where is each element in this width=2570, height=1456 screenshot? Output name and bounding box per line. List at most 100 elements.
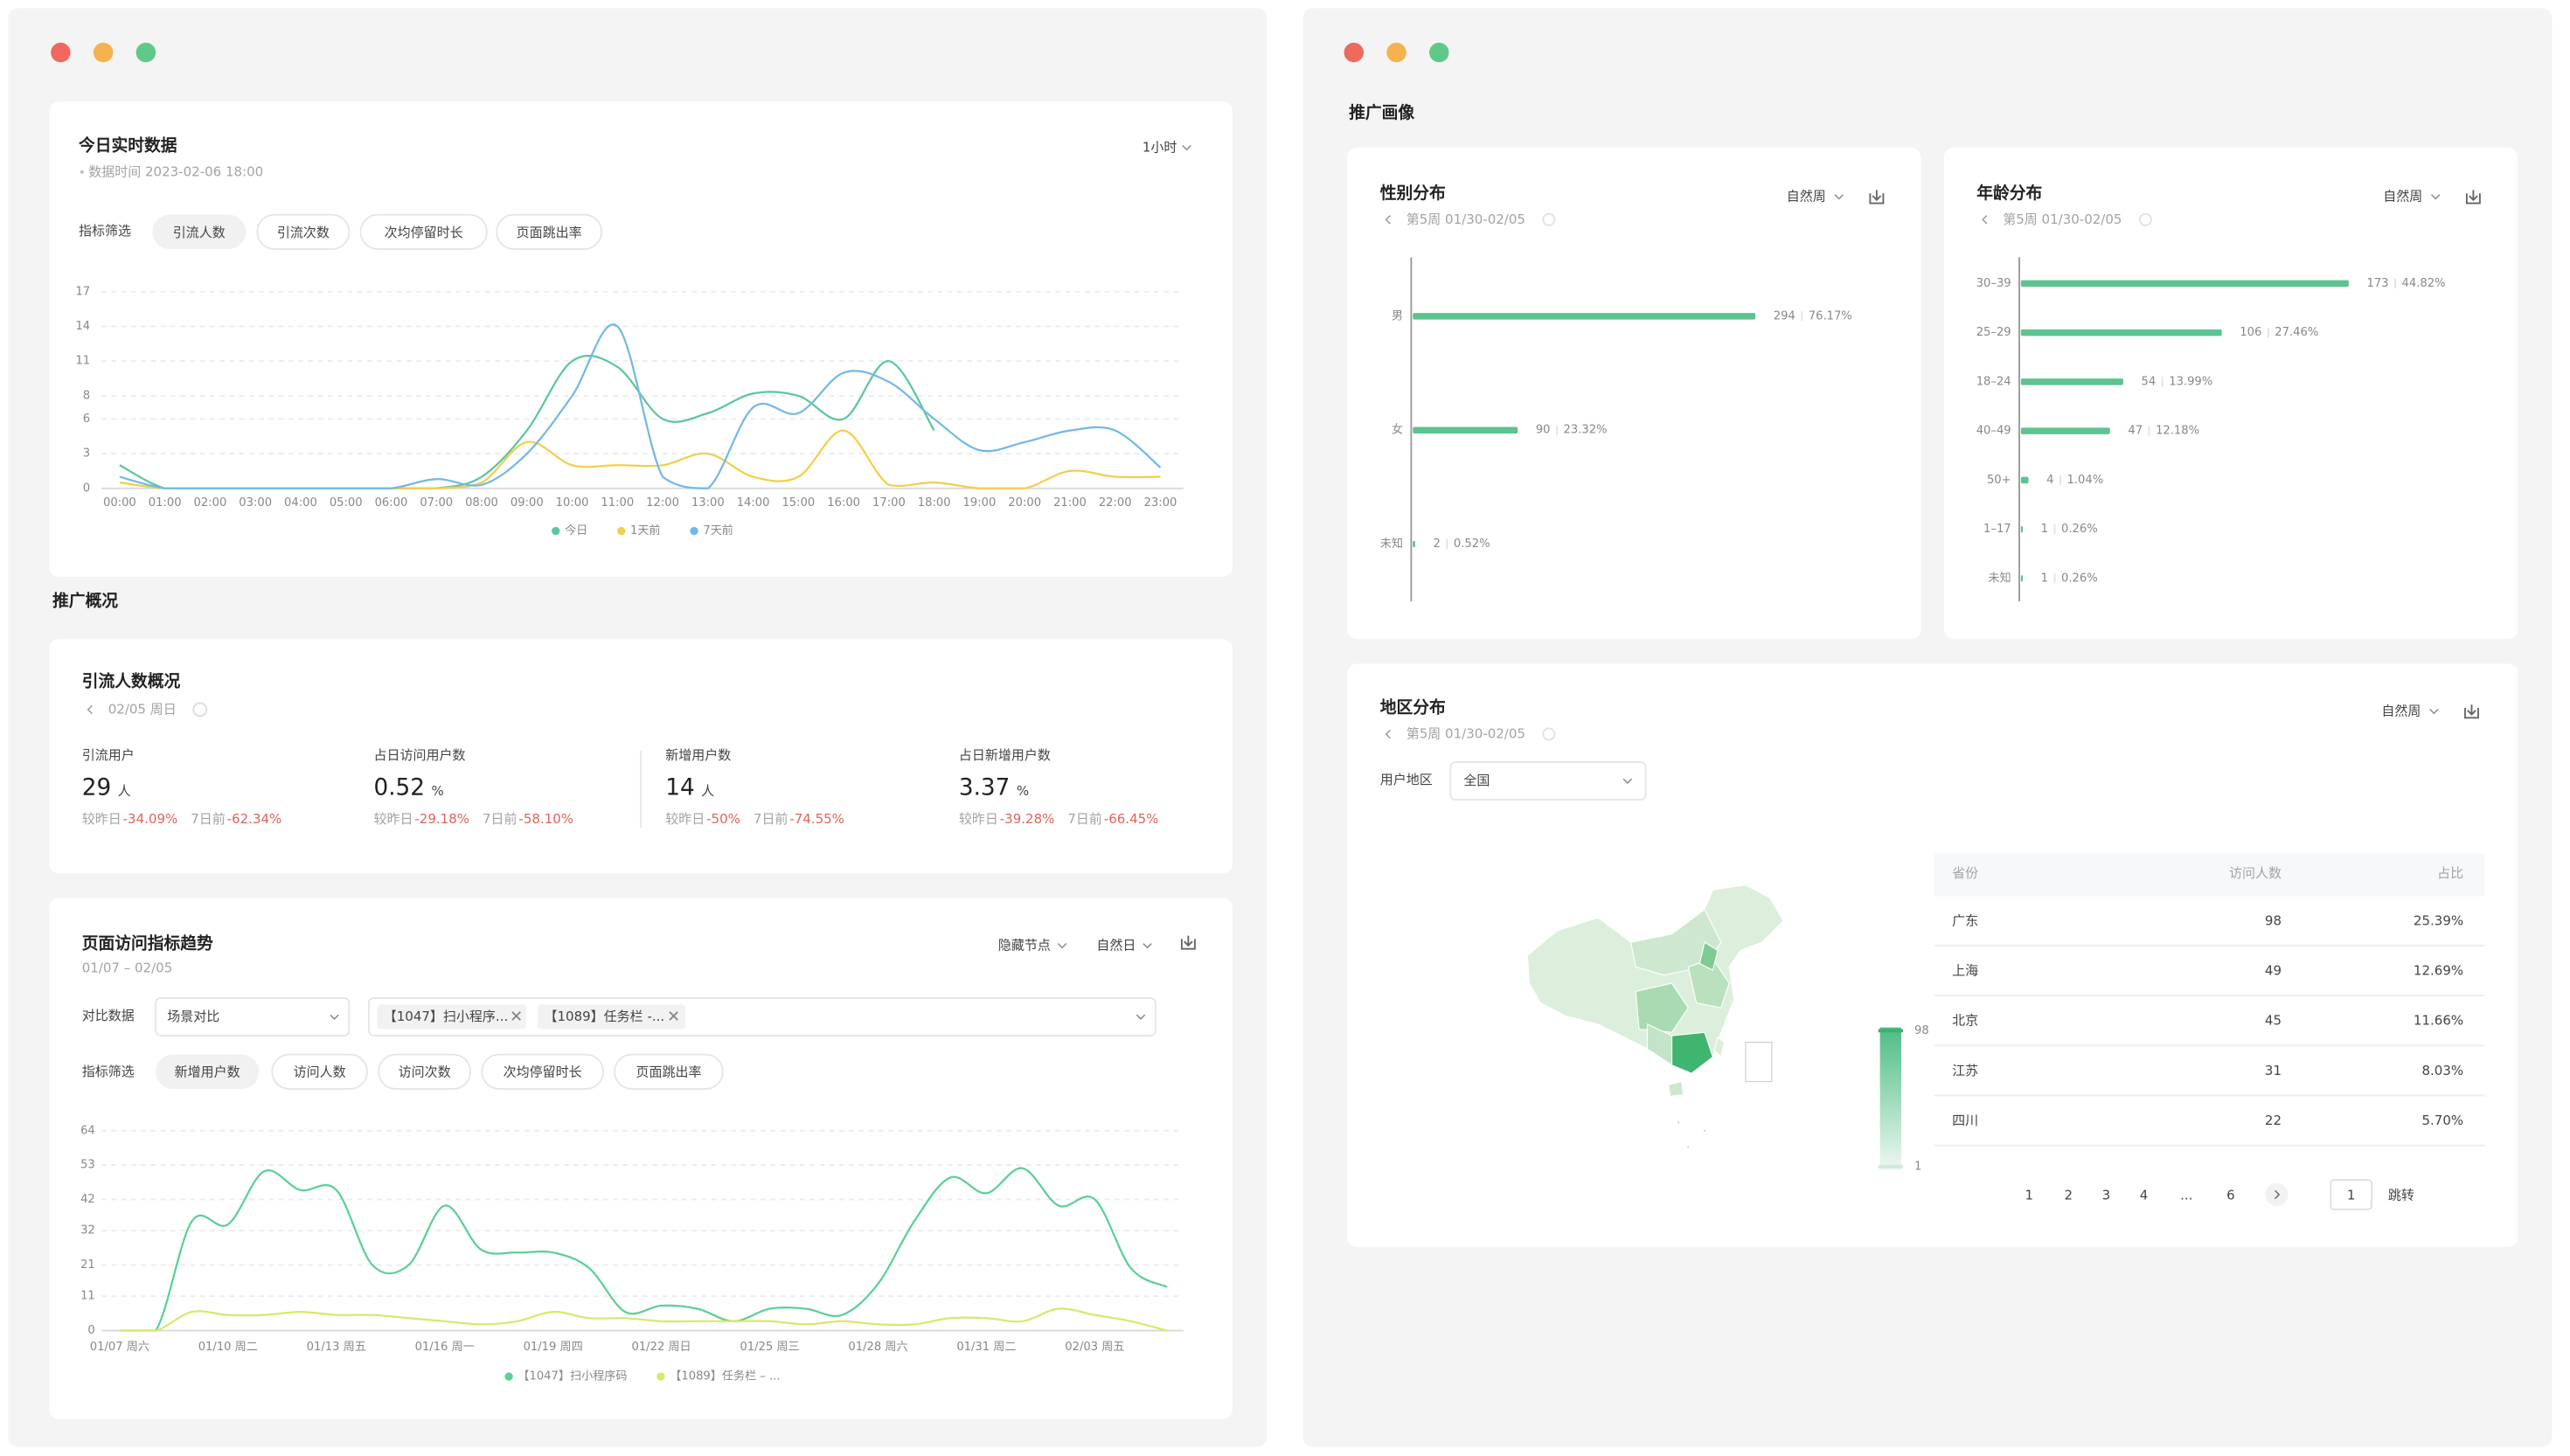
window-close[interactable] bbox=[51, 42, 71, 63]
x-tick-label: 01/22 周日 bbox=[632, 1341, 691, 1354]
filter-pill[interactable] bbox=[614, 1053, 724, 1090]
metric-change: -58.10% bbox=[518, 811, 573, 827]
legend-marker[interactable] bbox=[690, 526, 698, 536]
share-label: 0.26% bbox=[2061, 572, 2098, 585]
page-number[interactable]: 3 bbox=[2102, 1187, 2111, 1203]
chevron bbox=[330, 1014, 339, 1020]
card-title: 引流人数概况 bbox=[82, 671, 181, 691]
select[interactable] bbox=[155, 996, 351, 1037]
chevron-left[interactable] bbox=[87, 704, 93, 715]
metric-unit: 人 bbox=[118, 783, 131, 799]
tag-close[interactable] bbox=[511, 1011, 678, 1021]
y-tick-label: 11 bbox=[80, 1290, 95, 1303]
filter-text: 页面跳出率 bbox=[517, 225, 582, 240]
tag[interactable] bbox=[538, 1004, 685, 1030]
bar bbox=[2020, 476, 2029, 484]
map-region[interactable] bbox=[1713, 1036, 1726, 1058]
next-page[interactable] bbox=[2265, 1182, 2289, 1207]
window-minimize[interactable] bbox=[93, 42, 114, 63]
share-label: 12.18% bbox=[2156, 425, 2199, 438]
chevron-left[interactable] bbox=[1982, 215, 1988, 225]
y-tick-label: 32 bbox=[80, 1224, 95, 1238]
window-zoom[interactable] bbox=[135, 42, 156, 63]
info-icon[interactable] bbox=[1542, 727, 1556, 741]
x-tick-label: 01/07 周六 bbox=[90, 1340, 149, 1354]
td: 11.66% bbox=[2414, 1013, 2463, 1029]
download-icon[interactable] bbox=[1180, 935, 1196, 950]
page-number[interactable]: 2 bbox=[2064, 1187, 2073, 1203]
scale-min: 1 bbox=[1914, 1161, 1921, 1174]
page-number[interactable]: 1 bbox=[2025, 1187, 2033, 1203]
info-icon[interactable] bbox=[192, 702, 208, 718]
filter-text: 引流次数 bbox=[277, 225, 330, 240]
download-icon[interactable] bbox=[2464, 704, 2479, 719]
metric-change: -62.34% bbox=[227, 811, 282, 827]
filter-pill[interactable] bbox=[378, 1053, 472, 1090]
map-region[interactable] bbox=[1635, 982, 1689, 1033]
dropdown[interactable]: 自然周 bbox=[2383, 189, 2422, 205]
page-input-value: 1 bbox=[2347, 1187, 2356, 1203]
filter-pill[interactable] bbox=[156, 1054, 260, 1089]
td: 5.70% bbox=[2421, 1113, 2463, 1128]
x-tick-label: 16:00 bbox=[827, 496, 860, 510]
bar bbox=[2020, 280, 2349, 288]
filter-pill[interactable] bbox=[359, 213, 488, 250]
dropdown[interactable]: 1小时 bbox=[1143, 139, 1177, 155]
filter-pill[interactable] bbox=[256, 213, 351, 250]
card-title: 性别分布 bbox=[1380, 183, 1446, 203]
chevron-left[interactable] bbox=[1385, 215, 1391, 225]
legend-marker[interactable] bbox=[617, 526, 626, 536]
page-input[interactable] bbox=[2330, 1179, 2373, 1210]
dropdown[interactable]: 隐藏节点 bbox=[998, 937, 1051, 953]
window-close[interactable] bbox=[1344, 42, 1365, 63]
chevron bbox=[2431, 194, 2441, 200]
download-icon[interactable] bbox=[1869, 190, 1885, 205]
filter-pill[interactable] bbox=[152, 214, 247, 250]
chevron-left[interactable] bbox=[1385, 729, 1391, 739]
metric-value: 14 bbox=[665, 774, 694, 801]
dropdown[interactable]: 自然日 bbox=[1096, 937, 1136, 953]
x-tick-label: 19:00 bbox=[963, 496, 997, 510]
filter-pill[interactable] bbox=[271, 1053, 368, 1090]
download-icon[interactable] bbox=[2465, 190, 2481, 205]
visual-map bbox=[1879, 1027, 1901, 1170]
y-tick-label: 50+ bbox=[1987, 474, 2011, 487]
legend-marker[interactable] bbox=[656, 1372, 665, 1381]
filter-pill[interactable] bbox=[481, 1053, 604, 1090]
series-line bbox=[119, 1167, 1168, 1332]
map-region[interactable] bbox=[1698, 941, 1719, 971]
info-icon[interactable] bbox=[1542, 212, 1556, 226]
metric-unit: % bbox=[431, 783, 443, 799]
value-label: 106 bbox=[2240, 326, 2261, 339]
window-zoom[interactable] bbox=[1429, 42, 1449, 63]
window-minimize[interactable] bbox=[1386, 42, 1407, 63]
bar bbox=[1413, 540, 1415, 548]
dropdown[interactable]: 自然周 bbox=[2381, 703, 2421, 718]
page-number[interactable]: 4 bbox=[2140, 1187, 2149, 1203]
map-region[interactable] bbox=[1646, 1023, 1673, 1066]
y-tick-label: 3 bbox=[83, 447, 90, 461]
card-title: 页面访问指标趋势 bbox=[82, 933, 213, 953]
subtitle: 数据时间 2023-02-06 18:00 bbox=[88, 163, 263, 179]
td: 25.39% bbox=[2414, 912, 2463, 928]
tag[interactable] bbox=[377, 1004, 526, 1030]
jump-button[interactable]: 跳转 bbox=[2388, 1187, 2414, 1203]
metric-change: -66.45% bbox=[1104, 811, 1159, 827]
metric-value: 0.52 bbox=[374, 774, 425, 801]
chevron bbox=[1182, 145, 1191, 151]
y-tick-label: 21 bbox=[80, 1258, 95, 1272]
filter-pill[interactable] bbox=[496, 213, 603, 250]
info-icon[interactable] bbox=[2138, 212, 2152, 226]
legend-marker[interactable] bbox=[552, 526, 560, 536]
y-tick-label: 未知 bbox=[1988, 570, 2011, 585]
dropdown[interactable]: 自然周 bbox=[1787, 189, 1826, 205]
select[interactable] bbox=[1449, 760, 1647, 801]
x-tick-label: 17:00 bbox=[872, 496, 906, 510]
page-number[interactable]: ... bbox=[2180, 1187, 2192, 1203]
legend-marker[interactable] bbox=[504, 1372, 513, 1381]
page-number[interactable]: 6 bbox=[2226, 1187, 2235, 1203]
map-region[interactable] bbox=[1668, 1080, 1684, 1098]
x-tick-label: 18:00 bbox=[918, 496, 951, 510]
